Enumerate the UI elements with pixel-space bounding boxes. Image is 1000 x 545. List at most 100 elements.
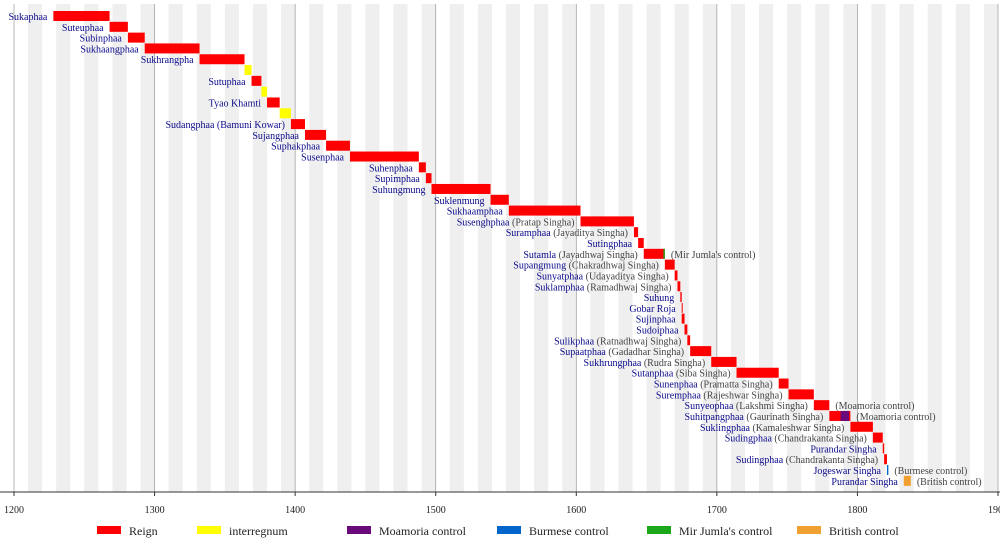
bar: [664, 259, 675, 270]
stripe: [337, 4, 352, 492]
row-label: Subinphaa: [80, 34, 123, 45]
stripe: [899, 4, 914, 492]
bar: [508, 205, 581, 216]
ruler-title: (Kamaleshwar Singha): [752, 423, 844, 434]
ruler-name: Suklingphaa: [700, 423, 751, 434]
row-label: Sudingphaa (Chandrakanta Singha): [725, 434, 867, 445]
bar: [886, 465, 889, 476]
ruler-name: Sulikphaa: [554, 336, 595, 347]
stripe: [224, 4, 239, 492]
overlay-bar: [840, 410, 849, 421]
ruler-title: (Jayaditya Singha): [553, 228, 628, 239]
bar: [109, 21, 128, 32]
bar: [261, 86, 268, 97]
row-label: Sukhrungphaa (Rudra Singha): [584, 358, 706, 369]
legend-label: interregnum: [229, 524, 288, 538]
row-label: Sutamla (Jayadhwaj Singha): [523, 250, 637, 261]
x-tick-label: 1900: [988, 505, 1000, 516]
ruler-name: Suklamphaa: [535, 282, 585, 293]
overlay-bar: [663, 248, 665, 259]
ruler-name: Sutamla: [523, 250, 556, 261]
row-label: Susenghphaa (Pratap Singha): [457, 217, 575, 228]
row-label: Supangmung (Chakradhwaj Singha): [513, 261, 659, 272]
bar: [681, 313, 685, 324]
x-tick-label: 1200: [4, 505, 24, 516]
row-label: Sutingphaa: [587, 239, 633, 250]
bar: [326, 140, 350, 151]
stripe: [477, 4, 492, 492]
ruler-name: Sutuphaa: [208, 77, 246, 88]
stripe: [562, 4, 577, 492]
bar: [633, 227, 639, 238]
stripe: [196, 4, 211, 492]
bar: [687, 335, 691, 346]
legend-swatch: [797, 526, 821, 534]
ruler-name: Sunenphaa: [654, 380, 698, 391]
row-label: Suhungmung: [372, 185, 425, 196]
legend-label: Burmese control: [529, 524, 609, 538]
row-label: Suklamphaa (Ramadhwaj Singha): [535, 282, 672, 293]
row-label: Sudangphaa (Bamuni Kowar): [166, 120, 285, 131]
stripe: [983, 4, 998, 492]
row-label: Suhenphaa: [369, 163, 413, 174]
ruler-name: Sudingphaa: [725, 434, 773, 445]
row-label: Purandar Singha: [810, 444, 877, 455]
ruler-title: (Jayadhwaj Singha): [559, 250, 638, 261]
ruler-name: Supangmung: [513, 261, 566, 272]
stripe: [843, 4, 858, 492]
stripe: [28, 4, 43, 492]
row-label: Suhung: [644, 293, 675, 304]
bar: [711, 356, 737, 367]
ruler-name: Supimphaa: [375, 174, 421, 185]
bar: [304, 129, 327, 140]
row-label: Sunyeophaa (Lakshmi Singha): [685, 401, 808, 412]
note: (Burmese control): [894, 466, 967, 477]
bar: [199, 54, 245, 65]
ruler-name: Susenphaa: [301, 153, 344, 164]
row-label: Sulikphaa (Ratnadhwaj Singha): [554, 336, 681, 347]
bar: [736, 367, 779, 378]
row-label: Sudoiphaa: [636, 325, 679, 336]
row-label: Sujinphaa: [636, 315, 677, 326]
row-label: Jogeswar Singha: [813, 466, 881, 477]
bar: [643, 248, 665, 259]
bar: [638, 238, 644, 249]
ruler-name: Sukhaangphaa: [80, 44, 139, 55]
bar: [431, 183, 491, 194]
stripe: [112, 4, 127, 492]
bar: [127, 32, 145, 43]
row-label: Sudingphaa (Chandrakanta Singha): [736, 455, 878, 466]
row-label: Sukhrangpha: [141, 55, 194, 66]
ruler-title: (Gaurinath Singha): [746, 412, 823, 423]
bar: [684, 324, 688, 335]
bar: [778, 378, 789, 389]
legend-label: Mir Jumla's control: [679, 524, 773, 538]
row-label: Sunenphaa (Pramatta Singha): [654, 380, 773, 391]
bar: [279, 108, 291, 119]
row-label: Suteuphaa: [62, 23, 104, 34]
row-label: Suklingphaa (Kamaleshwar Singha): [700, 423, 844, 434]
ruler-name: Suklenmung: [434, 196, 485, 207]
ruler-title: (Pramatta Singha): [700, 380, 772, 391]
bar: [884, 454, 887, 465]
ruler-name: Sujinphaa: [636, 315, 677, 326]
bar: [53, 11, 110, 21]
x-tick-label: 1800: [847, 505, 867, 516]
stripe: [252, 4, 268, 492]
bar: [349, 151, 419, 162]
row-label: Suphakphaa: [271, 142, 320, 153]
stripe: [393, 4, 408, 492]
ruler-name: Suhung: [644, 293, 675, 304]
stripe: [787, 4, 802, 492]
stripe: [702, 4, 717, 492]
stripe: [140, 4, 155, 492]
ruler-name: Sukhaamphaa: [447, 207, 504, 218]
bar: [680, 292, 682, 303]
plot: SukaphaaSuteuphaaSubinphaaSukhaangphaaSu…: [8, 11, 982, 538]
stripe: [281, 4, 296, 492]
ruler-name: Sunyeophaa: [685, 401, 734, 412]
ruler-name: Sukhrungphaa: [584, 358, 642, 369]
row-label: Sukaphaa: [8, 12, 47, 23]
